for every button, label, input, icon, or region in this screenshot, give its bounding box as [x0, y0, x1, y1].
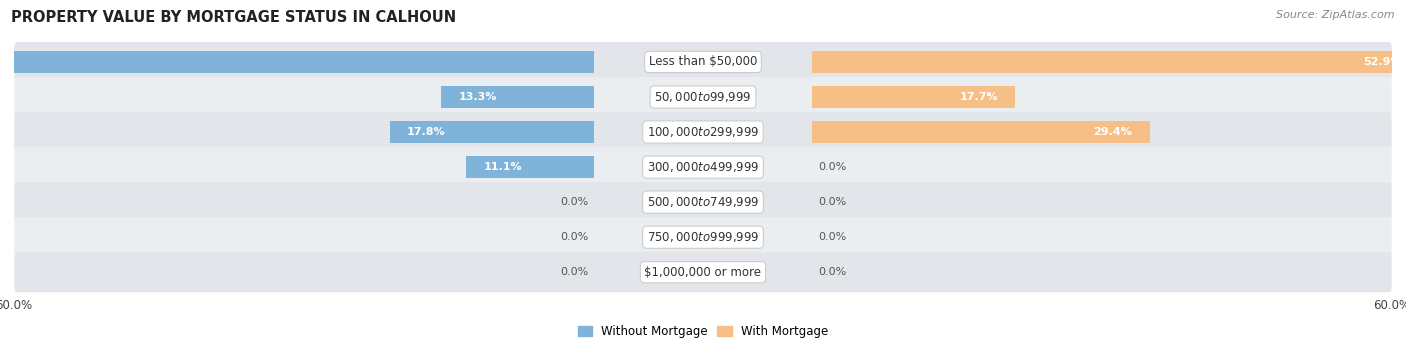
Text: $1,000,000 or more: $1,000,000 or more: [644, 266, 762, 279]
Text: 0.0%: 0.0%: [818, 162, 846, 172]
FancyBboxPatch shape: [14, 252, 1392, 292]
Text: 11.1%: 11.1%: [484, 162, 522, 172]
Text: 13.3%: 13.3%: [458, 92, 496, 102]
Text: $500,000 to $749,999: $500,000 to $749,999: [647, 195, 759, 209]
Text: Less than $50,000: Less than $50,000: [648, 56, 758, 69]
FancyBboxPatch shape: [14, 217, 1392, 257]
Bar: [813, 121, 1150, 143]
FancyBboxPatch shape: [14, 112, 1392, 152]
Text: $100,000 to $299,999: $100,000 to $299,999: [647, 125, 759, 139]
Text: $300,000 to $499,999: $300,000 to $499,999: [647, 160, 759, 174]
Text: 17.7%: 17.7%: [959, 92, 998, 102]
Text: 0.0%: 0.0%: [560, 197, 588, 207]
Bar: [467, 156, 593, 178]
Text: 0.0%: 0.0%: [818, 267, 846, 277]
Legend: Without Mortgage, With Mortgage: Without Mortgage, With Mortgage: [574, 321, 832, 341]
Text: 52.9%: 52.9%: [1364, 57, 1402, 67]
Text: 0.0%: 0.0%: [818, 197, 846, 207]
FancyBboxPatch shape: [14, 77, 1392, 117]
Bar: [441, 86, 593, 108]
FancyBboxPatch shape: [14, 182, 1392, 222]
Bar: [0, 51, 593, 73]
Bar: [389, 121, 593, 143]
Text: 0.0%: 0.0%: [818, 232, 846, 242]
Text: 0.0%: 0.0%: [560, 232, 588, 242]
Text: Source: ZipAtlas.com: Source: ZipAtlas.com: [1277, 10, 1395, 20]
FancyBboxPatch shape: [14, 42, 1392, 82]
Text: $750,000 to $999,999: $750,000 to $999,999: [647, 230, 759, 244]
Text: PROPERTY VALUE BY MORTGAGE STATUS IN CALHOUN: PROPERTY VALUE BY MORTGAGE STATUS IN CAL…: [11, 10, 457, 25]
Bar: [813, 51, 1406, 73]
Text: 0.0%: 0.0%: [560, 267, 588, 277]
FancyBboxPatch shape: [14, 147, 1392, 187]
Text: 17.8%: 17.8%: [406, 127, 446, 137]
Text: 29.4%: 29.4%: [1094, 127, 1132, 137]
Bar: [813, 86, 1015, 108]
Text: $50,000 to $99,999: $50,000 to $99,999: [654, 90, 752, 104]
